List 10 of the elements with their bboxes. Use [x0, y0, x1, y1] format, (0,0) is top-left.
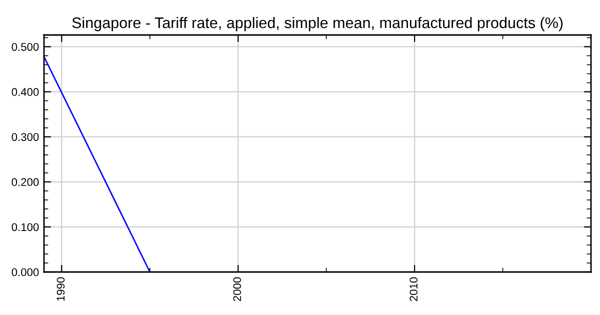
x-tick-label: 1990 — [56, 277, 65, 301]
y-tick-label: 0.200 — [12, 178, 39, 186]
y-tick-label: 0.400 — [12, 88, 39, 96]
x-tick-label: 2010 — [410, 277, 418, 302]
x-tick-label: 2000 — [233, 277, 242, 302]
chart-title: Singapore - Tariff rate, applied, simple mean, manufactured products (%) — [72, 16, 563, 32]
y-tick-label: 0.500 — [12, 42, 39, 51]
y-tick-label: 0.300 — [12, 133, 39, 141]
y-tick-label: 0.000 — [12, 268, 39, 276]
y-tick-label: 0.100 — [12, 223, 39, 232]
